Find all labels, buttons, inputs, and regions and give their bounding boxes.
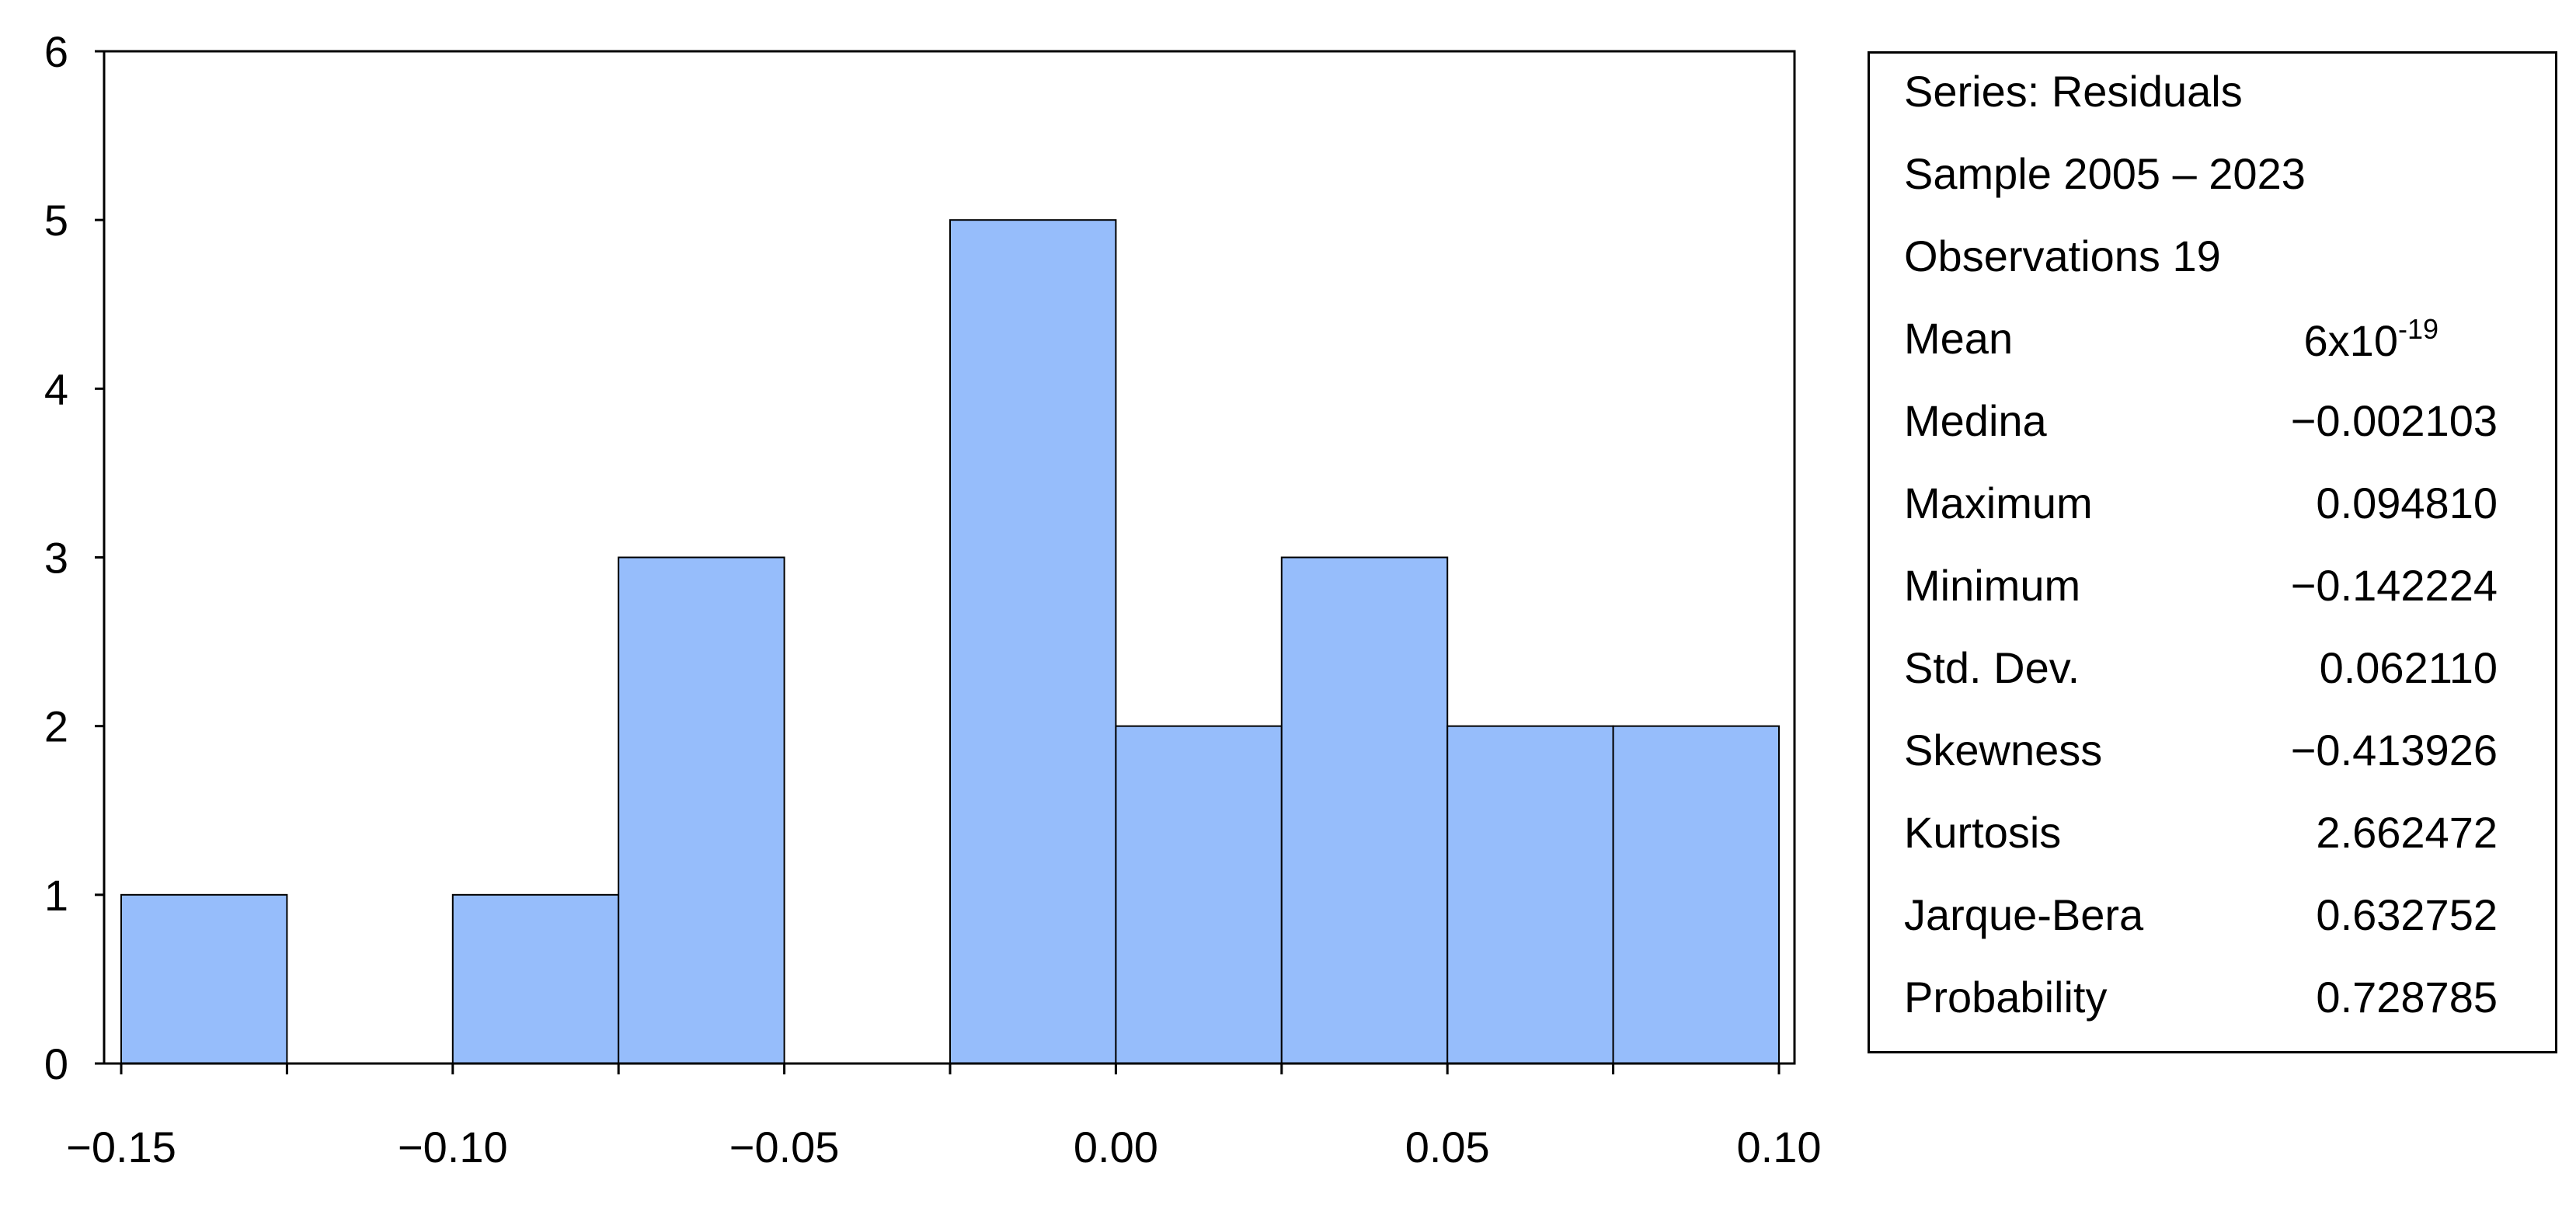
stat-value: −0.142224 [2290, 561, 2498, 610]
stat-label: Probability [1904, 973, 2108, 1022]
histogram-bars [120, 219, 1781, 1065]
stat-row-std-dev: Std. Dev. 0.062110 [1870, 642, 2555, 725]
stat-value: 0.632752 [2316, 890, 2498, 939]
histogram-bar [1446, 725, 1614, 1065]
stat-value-exponent: -19 [2397, 313, 2438, 345]
stat-row-probability: Probability 0.728785 [1870, 972, 2555, 1054]
histogram-bar [618, 556, 785, 1064]
y-tick-label: 6 [44, 27, 68, 76]
y-tick-label: 0 [44, 1039, 68, 1088]
stat-row-mean: Mean 6x10-19 [1870, 313, 2555, 395]
observations-row: Observations 19 [1870, 231, 2555, 313]
histogram-bar [1612, 725, 1781, 1065]
statistics-panel: Series: Residuals Sample 2005 – 2023 Obs… [1868, 51, 2557, 1053]
y-tick-label: 2 [44, 702, 68, 751]
histogram-chart: 0 1 2 3 4 5 6 −0.15 −0.10 −0.05 0.00 0.05 0.10 [44, 27, 1822, 1171]
stat-label: Medina [1904, 396, 2047, 445]
series-label: Series: Residuals [1904, 67, 2243, 116]
stat-label: Maximum [1904, 479, 2093, 527]
stat-row-skewness: Skewness −0.413926 [1870, 725, 2555, 807]
y-axis: 0 1 2 3 4 5 6 [44, 27, 104, 1088]
histogram-bar [949, 219, 1117, 1065]
stat-row-minimum: Minimum −0.142224 [1870, 560, 2555, 642]
stat-row-jarque-bera: Jarque-Bera 0.632752 [1870, 889, 2555, 972]
histogram-bar [1115, 725, 1283, 1065]
stat-label: Kurtosis [1904, 808, 2062, 857]
stat-value: 0.094810 [2316, 479, 2498, 527]
stat-label: Skewness [1904, 726, 2103, 775]
sample-label: Sample 2005 – 2023 [1904, 149, 2306, 198]
stat-value: 0.062110 [2319, 643, 2498, 692]
stat-row-kurtosis: Kurtosis 2.662472 [1870, 807, 2555, 889]
stat-row-medina: Medina −0.002103 [1870, 395, 2555, 478]
stat-value: 2.662472 [2316, 808, 2498, 857]
stat-row-maximum: Maximum 0.094810 [1870, 478, 2555, 560]
stat-label: Std. Dev. [1904, 643, 2080, 692]
x-tick-label: −0.15 [66, 1123, 176, 1171]
stat-value: −0.413926 [2290, 726, 2498, 775]
histogram-bar [451, 893, 620, 1065]
stat-value: 0.728785 [2316, 973, 2498, 1022]
x-tick-label: 0.05 [1405, 1123, 1490, 1171]
stat-label: Minimum [1904, 561, 2081, 610]
x-axis: −0.15 −0.10 −0.05 0.00 0.05 0.10 [66, 1064, 1822, 1171]
histogram-bar [1280, 556, 1449, 1064]
y-tick-label: 5 [44, 196, 68, 245]
x-tick-label: 0.00 [1074, 1123, 1158, 1171]
y-tick-label: 4 [44, 364, 68, 413]
histogram-bar [120, 893, 288, 1065]
y-tick-label: 1 [44, 871, 68, 920]
x-tick-label: 0.10 [1737, 1123, 1822, 1171]
sample-row: Sample 2005 – 2023 [1870, 148, 2555, 231]
stat-value: 6x10-19 [2303, 313, 2438, 365]
stat-label: Mean [1904, 314, 2014, 363]
stat-value: −0.002103 [2290, 396, 2498, 445]
series-row: Series: Residuals [1870, 66, 2555, 148]
x-tick-label: −0.05 [729, 1123, 840, 1171]
stat-label: Jarque-Bera [1904, 890, 2144, 939]
observations-label: Observations 19 [1904, 232, 2221, 280]
x-tick-label: −0.10 [398, 1123, 508, 1171]
y-tick-label: 3 [44, 534, 68, 583]
